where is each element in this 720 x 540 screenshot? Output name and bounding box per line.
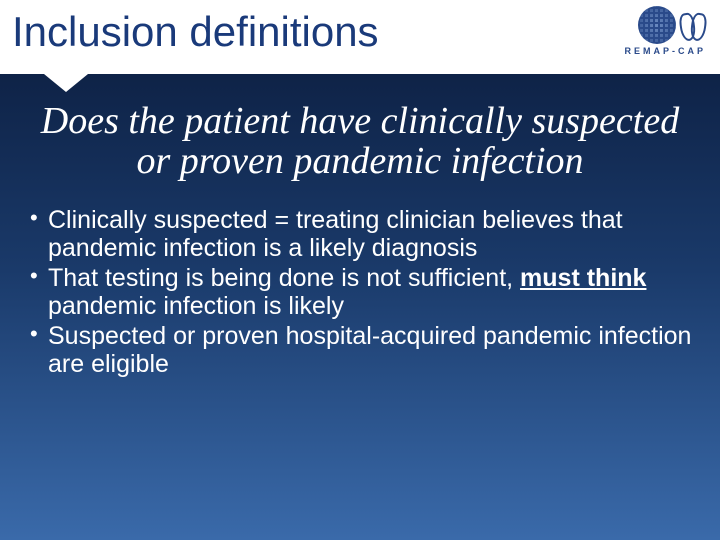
question-heading: Does the patient have clinically suspect… — [30, 102, 690, 182]
list-item: That testing is being done is not suffic… — [28, 264, 692, 320]
brand-logo — [638, 6, 706, 44]
lungs-icon — [680, 9, 706, 41]
bullet-list: Clinically suspected = treating clinicia… — [28, 206, 692, 378]
globe-icon — [638, 6, 676, 44]
list-item: Clinically suspected = treating clinicia… — [28, 206, 692, 262]
title-bar: Inclusion definitions REMAP-CAP — [0, 0, 720, 74]
brand-label: REMAP-CAP — [624, 46, 706, 56]
list-item: Suspected or proven hospital-acquired pa… — [28, 322, 692, 378]
bullet-text: pandemic infection is likely — [48, 292, 344, 320]
bullet-emphasis: must think — [520, 264, 646, 292]
bullet-text: Suspected or proven hospital-acquired pa… — [48, 322, 691, 378]
title-notch — [44, 74, 88, 92]
bullet-text: Clinically suspected = treating clinicia… — [48, 206, 623, 262]
bullet-text: That testing is being done is not suffic… — [48, 264, 520, 292]
slide-title: Inclusion definitions — [12, 8, 379, 55]
